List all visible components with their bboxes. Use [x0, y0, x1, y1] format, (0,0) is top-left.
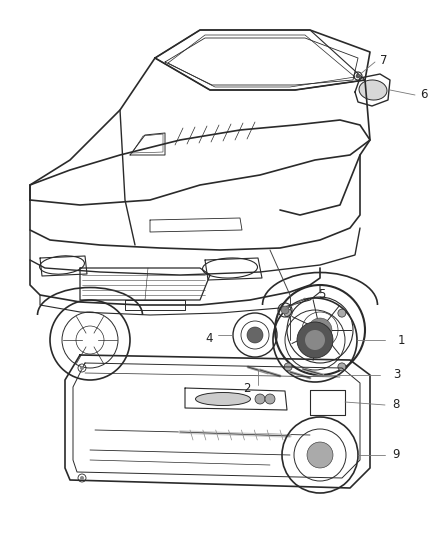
Ellipse shape [195, 392, 251, 406]
Ellipse shape [359, 80, 387, 100]
Circle shape [247, 327, 263, 343]
Text: 6: 6 [420, 88, 427, 101]
Circle shape [281, 306, 289, 314]
Circle shape [308, 318, 332, 342]
Circle shape [80, 476, 84, 480]
Text: 8: 8 [392, 399, 399, 411]
Circle shape [356, 74, 360, 78]
Circle shape [80, 366, 84, 370]
Circle shape [307, 442, 333, 468]
Circle shape [284, 363, 292, 371]
Text: 9: 9 [392, 448, 399, 462]
Circle shape [305, 330, 325, 350]
Text: 7: 7 [380, 53, 388, 67]
Circle shape [338, 309, 346, 317]
Circle shape [284, 309, 292, 317]
Circle shape [255, 394, 265, 404]
Circle shape [297, 322, 333, 358]
Text: 4: 4 [205, 332, 212, 344]
Circle shape [265, 394, 275, 404]
Text: 5: 5 [318, 288, 325, 302]
Text: 1: 1 [398, 334, 406, 346]
Text: 3: 3 [393, 368, 400, 382]
Text: 2: 2 [243, 382, 251, 394]
Circle shape [338, 363, 346, 371]
